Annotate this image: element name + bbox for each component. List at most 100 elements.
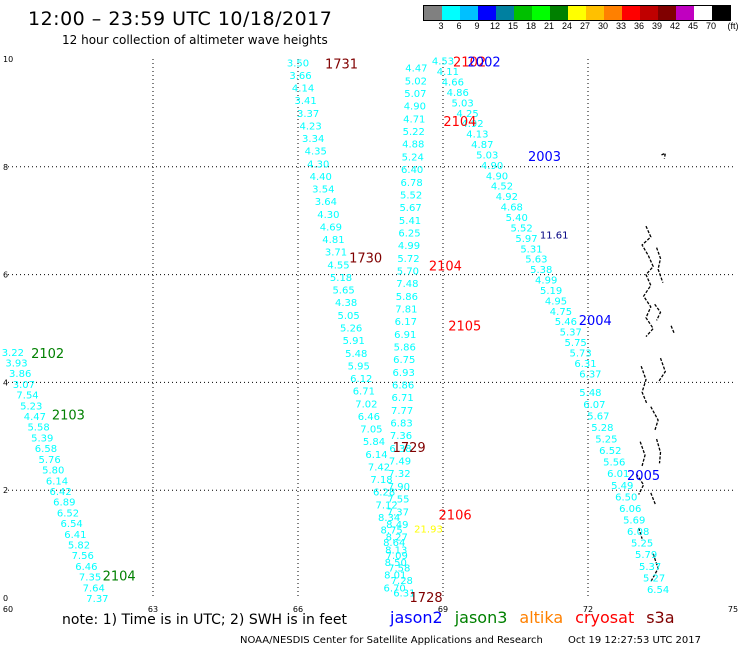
wave-height-value: 3.71 xyxy=(325,248,347,259)
wave-height-value: 6.31 xyxy=(574,359,596,370)
wave-height-value: 6.06 xyxy=(619,504,641,515)
wave-height-value: 5.86 xyxy=(394,343,416,354)
wave-height-value: 5.24 xyxy=(402,152,424,163)
footnote: note: 1) Time is in UTC; 2) SWH is in fe… xyxy=(62,612,348,628)
wave-height-value: 6.54 xyxy=(647,585,669,596)
legend-tick-label: 6 xyxy=(456,21,462,31)
legend-unit-label: (ft) xyxy=(727,21,739,31)
wave-height-value: 5.52 xyxy=(510,223,532,234)
wave-height-value: 4.69 xyxy=(320,222,342,233)
wave-height-value: 4.25 xyxy=(456,109,478,120)
y-tick-label: 2 xyxy=(3,486,8,495)
legend-tick-label: 12 xyxy=(489,21,501,31)
x-tick-label: 60 xyxy=(3,605,13,614)
legend-swatch xyxy=(676,5,694,21)
wave-height-value: 6.86 xyxy=(392,381,414,392)
wave-height-value: 6.12 xyxy=(350,374,372,385)
satellite-passes: 3.503.664.143.413.374.233.344.354.304.40… xyxy=(2,57,670,605)
wave-height-value: 4.99 xyxy=(535,276,557,287)
legend-swatch xyxy=(622,5,640,21)
legend-tick-label: 70 xyxy=(705,21,717,31)
legend-swatch xyxy=(712,5,731,21)
satellite-name: cryosat xyxy=(575,608,635,627)
wave-height-value: 5.25 xyxy=(631,539,653,550)
x-tick-label: 66 xyxy=(293,605,303,614)
wave-height-value: 5.95 xyxy=(348,361,370,372)
wave-height-value: 5.46 xyxy=(555,317,577,328)
pass-time-label: 1729 xyxy=(393,441,426,456)
wave-height-value: 7.64 xyxy=(83,583,105,594)
wave-height-value: 4.90 xyxy=(404,102,426,113)
wave-height-value: 5.91 xyxy=(343,336,365,347)
wave-height-value: 4.35 xyxy=(305,147,327,158)
wave-height-value: 8.64 xyxy=(383,538,405,549)
wave-height-value: 5.67 xyxy=(587,411,609,422)
wave-height-value: 6.52 xyxy=(599,446,621,457)
wave-height-value: 7.90 xyxy=(388,482,410,493)
island-outline xyxy=(650,553,659,583)
wave-height-value: 7.35 xyxy=(79,573,101,584)
wave-height-value: 4.92 xyxy=(461,119,483,130)
island-outline xyxy=(650,406,659,432)
wave-height-value: 5.37 xyxy=(639,562,661,573)
wave-height-value: 4.47 xyxy=(405,64,427,75)
wave-height-value: 6.83 xyxy=(390,419,412,430)
island-outline xyxy=(635,473,645,495)
wave-height-value: 5.31 xyxy=(520,244,542,255)
legend-tick-label: 9 xyxy=(474,21,480,31)
wave-height-value: 5.48 xyxy=(579,388,601,399)
wave-height-value: 4.92 xyxy=(496,192,518,203)
legend-tick-label: 3 xyxy=(438,21,444,31)
legend-tick-label: 21 xyxy=(543,21,555,31)
wave-height-value: 6.14 xyxy=(46,476,68,487)
y-tick-label: 0 xyxy=(3,594,8,603)
wave-height-value: 6.78 xyxy=(401,178,423,189)
legend-tick-label: 42 xyxy=(669,21,681,31)
wave-height-value: 5.28 xyxy=(591,423,613,434)
page-subtitle: 12 hour collection of altimeter wave hei… xyxy=(62,33,328,47)
wave-height-value: 8.13 xyxy=(385,545,407,556)
wave-height-value: 5.41 xyxy=(399,216,421,227)
wave-height-value: 6.42 xyxy=(50,487,72,498)
pass-time-label: 1731 xyxy=(325,57,358,72)
legend-tick-label: 15 xyxy=(507,21,519,31)
wave-height-value: 5.40 xyxy=(506,213,528,224)
legend-tick-label: 30 xyxy=(597,21,609,31)
wave-height-value: 4.23 xyxy=(300,121,322,132)
wave-height-value: 5.58 xyxy=(27,423,49,434)
wave-height-value: 5.38 xyxy=(530,265,552,276)
wave-height-value: 5.27 xyxy=(643,573,665,584)
wave-height-value: 6.37 xyxy=(579,369,601,380)
legend-swatch xyxy=(568,5,586,21)
pass-time-label: 1730 xyxy=(349,251,382,266)
wave-height-value: 6.17 xyxy=(395,317,417,328)
legend-swatch xyxy=(694,5,712,21)
wave-height-value: 7.32 xyxy=(388,469,410,480)
wave-height-value: 5.22 xyxy=(403,127,425,138)
legend-swatch xyxy=(496,5,514,21)
wave-height-value: 5.76 xyxy=(38,455,60,466)
x-tick-label: 75 xyxy=(728,605,738,614)
island-outline xyxy=(661,152,667,159)
wave-height-value: 6.08 xyxy=(627,527,649,538)
legend-swatch xyxy=(442,5,460,21)
satellite-name: s3a xyxy=(646,608,675,627)
wave-height-value: 5.19 xyxy=(540,286,562,297)
wave-height-value: 7.18 xyxy=(370,475,392,486)
grid-lines xyxy=(8,59,733,598)
wave-height-value: 7.12 xyxy=(375,500,397,511)
wave-height-value: 6.38 xyxy=(389,444,411,455)
pass-time-label: 2005 xyxy=(627,469,660,484)
legend-tick-label: 45 xyxy=(687,21,699,31)
x-tick-label: 72 xyxy=(583,605,593,614)
island-outline xyxy=(640,365,648,405)
wave-height-value: 8.49 xyxy=(386,520,408,531)
pass-time-label: 2106 xyxy=(439,508,472,523)
org-name: NOAA/NESDIS Center for Satellite Applica… xyxy=(240,635,543,646)
wave-height-value: 4.95 xyxy=(545,296,567,307)
wave-height-value: 5.79 xyxy=(635,550,657,561)
wave-height-value: 7.58 xyxy=(388,563,410,574)
wave-height-value: 6.28 xyxy=(373,488,395,499)
axis-ticks: 60 63 66 69 72 75 0 2 4 6 8 10 xyxy=(3,55,738,614)
